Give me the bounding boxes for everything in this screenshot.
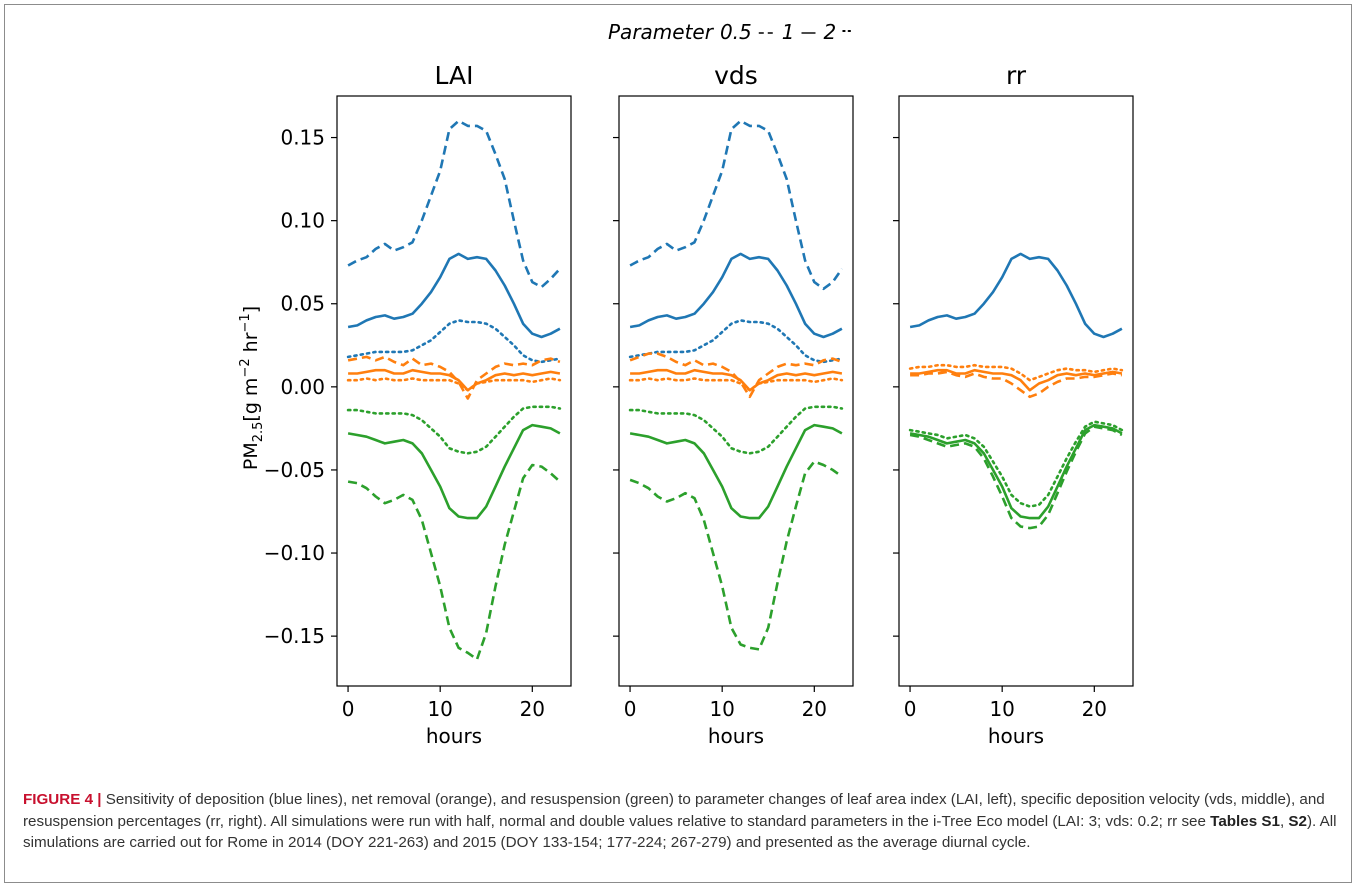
chart-panels: LAI 0 10 20 hours 0.15 0.10 0.05 0.00 −0.05 −0.10 −…: [264, 61, 1134, 748]
x-tick-label: 10: [709, 697, 734, 721]
series-resuspension-dotted: [346, 405, 562, 455]
series-deposition-solid: [629, 252, 843, 339]
panel-rr: rr 0 10 20 hours: [893, 61, 1134, 748]
series-deposition-dotted: [346, 319, 562, 364]
x-tick-label: 0: [624, 697, 637, 721]
y-tick-label: −0.05: [264, 458, 325, 482]
series-deposition-dashed: [629, 119, 843, 291]
caption-table-link-1[interactable]: Tables S1: [1210, 812, 1280, 830]
x-tick-label: 20: [802, 697, 827, 721]
panel-title: LAI: [435, 61, 474, 90]
y-tick-label: 0.00: [280, 375, 325, 399]
y-axis-label-text: PM2.5[g m−2 hr−1]: [238, 306, 266, 470]
series-resuspension-dashed: [629, 460, 843, 651]
series-net-removal-solid: [910, 368, 1123, 392]
series-deposition-dotted: [628, 319, 844, 364]
series-net-removal-dotted: [346, 377, 562, 392]
series-resuspension-solid: [347, 423, 561, 520]
series-resuspension-dotted: [628, 405, 844, 455]
series-resuspension-solid: [909, 423, 1123, 520]
figure-label: FIGURE 4 |: [23, 791, 102, 808]
x-axis-label: hours: [988, 724, 1044, 748]
series-deposition-solid: [909, 252, 1123, 339]
caption-separator: ,: [1279, 812, 1289, 830]
panel-lai: LAI 0 10 20 hours 0.15 0.10 0.05 0.00 −0.05 −0.10 −…: [264, 61, 572, 748]
series-resuspension-solid: [629, 423, 843, 520]
caption-table-link-2[interactable]: S2: [1288, 812, 1307, 830]
y-tick-label: 0.05: [280, 292, 325, 316]
x-tick-label: 10: [989, 697, 1014, 721]
legend-label: 2: [824, 20, 837, 44]
plot-frame: [618, 95, 854, 687]
series-resuspension-dotted: [908, 420, 1124, 508]
series-net-removal-dashed: [910, 370, 1123, 399]
legend-label: 1: [782, 20, 795, 44]
x-axis-label: hours: [426, 724, 482, 748]
series-net-removal-solid: [348, 368, 561, 392]
x-tick-label: 20: [520, 697, 545, 721]
legend: Parameter 0.5 1 2: [608, 20, 855, 44]
y-tick-label: −0.10: [264, 541, 325, 565]
plot-frame: [898, 95, 1134, 687]
panel-title: vds: [714, 61, 758, 90]
y-tick-label: 0.10: [280, 209, 325, 233]
x-tick-label: 0: [342, 697, 355, 721]
x-tick-label: 0: [904, 697, 917, 721]
legend-title: Parameter: [608, 20, 715, 44]
y-tick-label: 0.15: [280, 126, 325, 150]
series-resuspension-dashed: [909, 425, 1123, 530]
series-resuspension-dashed: [347, 463, 561, 661]
panel-vds: vds 0 10 20 hours: [613, 61, 854, 748]
caption-text-1: Sensitivity of deposition (blue lines), …: [23, 791, 1325, 830]
caption-text-2: ). All simulations are carried out for R…: [23, 812, 1337, 852]
y-tick-label: −0.15: [264, 624, 325, 648]
y-axis-label: PM2.5[g m−2 hr−1]: [238, 306, 266, 470]
figure-frame: Parameter 0.5 1 2 PM2.5[g m−2 hr−1] LAI 0 10 2…: [4, 4, 1352, 883]
figure-chart: Parameter 0.5 1 2 PM2.5[g m−2 hr−1] LAI 0 10 2…: [238, 20, 1134, 748]
figure-caption: FIGURE 4 | Sensitivity of deposition (bl…: [23, 789, 1343, 854]
legend-label: 0.5: [720, 20, 752, 44]
panel-title: rr: [1006, 61, 1027, 90]
series-deposition-dashed: [347, 119, 561, 289]
x-tick-label: 20: [1082, 697, 1107, 721]
series-net-removal-solid: [630, 368, 843, 392]
x-axis-label: hours: [708, 724, 764, 748]
x-tick-label: 10: [427, 697, 452, 721]
series-net-removal-dotted: [628, 377, 844, 392]
plot-frame: [336, 95, 572, 687]
series-deposition-solid: [347, 252, 561, 339]
